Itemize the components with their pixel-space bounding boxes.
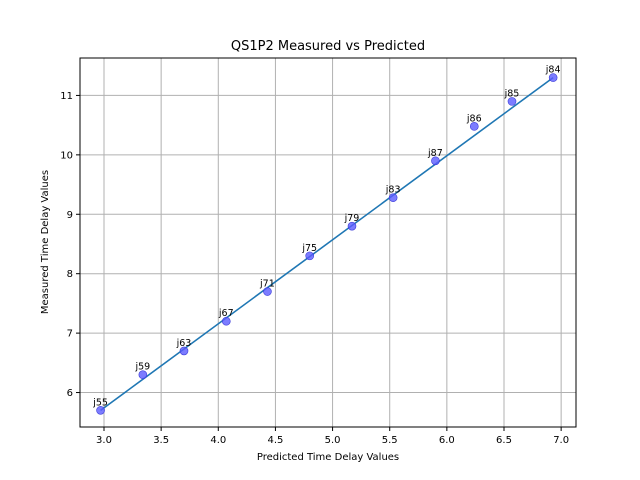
point-label: j55 <box>92 397 108 408</box>
y-tick-label: 10 <box>60 150 73 161</box>
data-points <box>96 73 558 415</box>
point-label: j84 <box>545 65 561 76</box>
grid <box>80 58 576 427</box>
x-tick-label: 3.0 <box>96 435 112 446</box>
data-point <box>263 287 272 296</box>
fit-line <box>100 76 554 412</box>
y-tick-label: 11 <box>60 91 73 102</box>
data-point <box>305 251 315 261</box>
x-tick-label: 7.0 <box>553 435 569 446</box>
data-point <box>548 73 558 82</box>
y-axis-ticks: 6 7 8 9 10 11 <box>60 91 80 399</box>
data-point <box>469 122 479 131</box>
point-label: j67 <box>218 308 234 319</box>
y-tick-label: 7 <box>67 329 73 340</box>
point-label: j83 <box>385 185 401 196</box>
data-point <box>221 316 231 326</box>
x-tick-label: 6.0 <box>439 435 455 446</box>
y-tick-label: 6 <box>67 388 73 399</box>
point-label: j87 <box>427 148 443 159</box>
x-tick-label: 4.5 <box>267 435 283 446</box>
point-label: j79 <box>344 213 360 224</box>
data-point <box>431 156 440 166</box>
chart-title: QS1P2 Measured vs Predicted <box>231 39 425 54</box>
point-label: j86 <box>466 113 482 124</box>
x-tick-label: 6.5 <box>496 435 512 446</box>
point-labels: j55 j59 j63 j67 j71 j75 j79 j83 j87 j86 j85 j84 <box>92 65 560 409</box>
y-tick-label: 9 <box>67 210 73 221</box>
point-label: j71 <box>259 279 275 290</box>
data-point <box>96 406 105 415</box>
fit-line-group <box>100 76 554 412</box>
point-label: j63 <box>176 338 192 349</box>
x-tick-label: 4.0 <box>210 435 226 446</box>
data-point <box>179 346 189 356</box>
data-point <box>388 193 398 202</box>
data-point <box>507 97 517 106</box>
plot-frame <box>79 57 577 428</box>
y-tick-label: 8 <box>67 269 73 280</box>
x-tick-label: 5.5 <box>382 435 398 446</box>
x-axis-label: Predicted Time Delay Values <box>257 452 399 463</box>
point-label: j75 <box>301 243 317 254</box>
x-tick-label: 3.5 <box>153 435 169 446</box>
data-point <box>347 221 357 231</box>
y-axis-label: Measured Time Delay Values <box>40 170 51 314</box>
data-point <box>138 370 148 380</box>
point-label: j59 <box>134 362 150 373</box>
x-axis-ticks: 3.0 3.5 4.0 4.5 5.0 5.5 6.0 6.5 7.0 <box>96 427 569 446</box>
point-label: j85 <box>504 88 520 99</box>
x-tick-label: 5.0 <box>325 435 341 446</box>
